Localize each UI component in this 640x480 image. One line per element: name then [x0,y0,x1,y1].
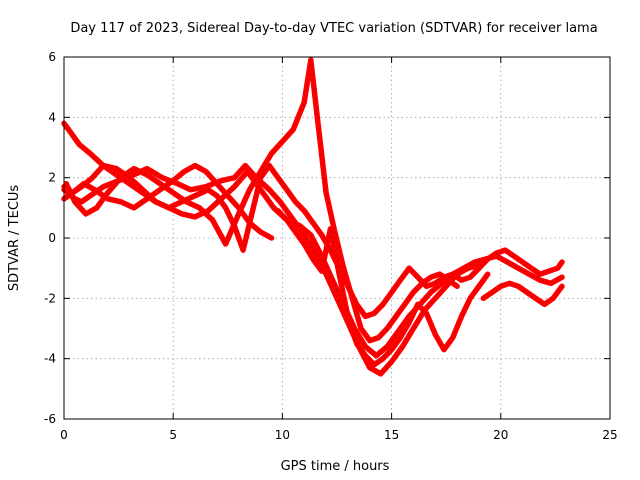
y-tick-label: 0 [48,231,56,245]
series-marker-texture [63,164,272,239]
x-tick-label: 20 [493,428,508,442]
series-marker-texture [63,122,563,357]
series-sat-b [61,120,565,359]
y-tick-label: -6 [44,412,56,426]
x-tick-label: 25 [602,428,617,442]
series-sat-c [63,57,460,344]
y-tick-label: 4 [48,110,56,124]
x-tick-label: 0 [60,428,68,442]
x-tick-label: 5 [169,428,177,442]
data-series [61,57,565,377]
y-tick-label: -4 [44,352,56,366]
series-trace [61,162,482,377]
x-tick-label: 10 [275,428,290,442]
x-axis-label: GPS time / hours [281,459,390,474]
y-tick-label: 6 [48,50,56,64]
series-sat-f [275,208,491,368]
x-tick-labels: 0 5 10 15 20 25 [60,428,617,442]
series-marker-texture [277,210,489,366]
series-sat-a [61,162,482,377]
y-tick-label: 2 [48,171,56,185]
axis-ticks [63,56,611,420]
grid-lines [64,57,610,419]
x-tick-label: 15 [384,428,399,442]
series-sat-g [480,280,565,308]
y-axis-label: SDTVAR / TECUs [7,185,22,292]
series-sat-e [61,162,275,241]
series-marker-texture [482,282,563,306]
series-marker-texture [65,59,458,342]
y-tick-labels: -6 -4 -2 0 2 4 6 [44,50,56,426]
series-marker-texture [63,164,480,375]
series-trace [480,280,565,308]
chart-title: Day 117 of 2023, Sidereal Day-to-day VTE… [70,21,597,36]
y-tick-label: -2 [44,291,56,305]
